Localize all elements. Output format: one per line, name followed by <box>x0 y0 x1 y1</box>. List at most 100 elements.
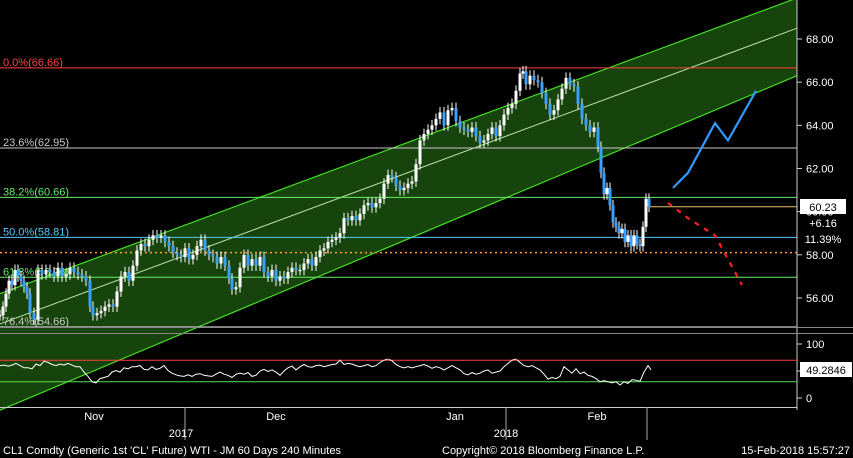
footer-timestamp: 15-Feb-2018 15:57:27 <box>741 445 850 457</box>
price-candle <box>1 306 5 316</box>
price-candle <box>187 248 191 260</box>
price-candle <box>386 174 390 184</box>
price-candle <box>390 174 394 178</box>
price-candle <box>238 267 242 288</box>
price-candle <box>584 118 588 126</box>
channel-upper-line <box>0 0 794 295</box>
month-label-nov: Nov <box>84 411 104 423</box>
price-candle <box>334 237 338 240</box>
fib-level-label: 38.2%(60.66) <box>3 186 69 198</box>
price-candle <box>572 84 576 87</box>
price-candle <box>617 226 621 234</box>
price-candle <box>266 272 270 277</box>
price-candle <box>611 205 615 223</box>
price-candle <box>215 256 219 264</box>
price-candle <box>406 183 410 188</box>
price-candle <box>16 269 20 277</box>
price-candle <box>632 235 636 247</box>
price-candle <box>647 198 651 207</box>
price-candle <box>466 129 470 132</box>
price-candle <box>88 280 92 307</box>
price-candle <box>482 140 486 143</box>
price-candle <box>454 108 458 122</box>
rsi-last-label: 49.2846 <box>806 365 846 377</box>
price-candle <box>338 233 342 238</box>
footer-copyright: Copyright© 2018 Bloomberg Finance L.P. <box>442 445 644 457</box>
price-tick-label: 66.00 <box>806 77 834 89</box>
rsi-panel: 050100 <box>0 339 824 405</box>
last-price-box: 60.23 +6.16 11.39% 49.2846 <box>800 199 852 377</box>
change-label: +6.16 <box>809 218 837 230</box>
price-candle <box>629 235 633 247</box>
projections <box>667 90 757 286</box>
price-candle <box>223 256 227 266</box>
price-candle <box>175 252 179 255</box>
price-candle <box>602 172 606 195</box>
price-candle <box>536 80 540 83</box>
price-candle <box>518 73 522 91</box>
price-candle <box>430 125 434 130</box>
price-candle <box>532 75 536 81</box>
change-pct-label: 11.39% <box>805 234 842 246</box>
price-candle <box>230 278 234 290</box>
price-candle <box>478 136 482 143</box>
price-candle <box>306 259 310 264</box>
month-label-jan: Jan <box>446 411 464 423</box>
price-candle <box>350 215 354 221</box>
price-candle <box>0 315 2 317</box>
month-label-dec: Dec <box>266 411 286 423</box>
price-candle <box>528 75 532 85</box>
price-candle <box>442 112 446 126</box>
price-candle <box>322 248 326 251</box>
price-candle <box>394 177 398 186</box>
price-candle <box>270 269 274 277</box>
price-candle <box>524 71 528 85</box>
price-candle <box>638 244 642 247</box>
price-candle <box>626 235 630 242</box>
price-candle <box>183 248 187 257</box>
price-candle <box>246 254 250 266</box>
price-candle <box>250 259 254 266</box>
price-candle <box>374 203 378 208</box>
price-candle <box>635 235 639 245</box>
price-candle <box>490 127 494 134</box>
price-candle <box>191 254 195 260</box>
year-label-2018: 2018 <box>494 428 518 440</box>
price-candle <box>294 267 298 270</box>
price-candle <box>398 185 402 191</box>
price-candle <box>76 272 80 275</box>
price-candle <box>7 280 11 294</box>
fibonacci-levels: 0.0%(66.66) 23.6%(62.95) 38.2%(60.66) 50.0%… <box>0 57 797 328</box>
price-candle <box>378 198 382 204</box>
rsi-tick-label: 0 <box>806 393 812 405</box>
price-candle <box>596 127 600 147</box>
price-candle <box>32 313 36 320</box>
price-candle <box>422 133 426 141</box>
price-candle <box>302 263 306 270</box>
price-candle <box>274 269 278 281</box>
price-candle <box>60 267 64 277</box>
price-candle <box>426 129 430 134</box>
price-candle <box>19 276 23 281</box>
price-candle <box>548 103 552 115</box>
price-candle <box>326 241 330 249</box>
price-candle <box>354 215 358 221</box>
price-candle <box>474 127 478 137</box>
price-candle <box>410 181 414 184</box>
price-candle <box>576 86 580 104</box>
price-candle <box>242 254 246 268</box>
price-candle <box>330 239 334 242</box>
price-candle <box>52 272 56 277</box>
price-candle <box>540 82 544 93</box>
fib-level-label: 50.0%(58.81) <box>3 226 69 238</box>
price-candle <box>219 256 223 264</box>
price-candle <box>131 265 135 281</box>
price-candle <box>84 276 88 281</box>
price-candle <box>155 235 159 238</box>
price-candle <box>282 276 286 279</box>
price-candle <box>80 274 84 277</box>
channel-lower-line <box>0 75 798 411</box>
price-candle <box>234 287 238 290</box>
price-candle <box>13 269 17 286</box>
